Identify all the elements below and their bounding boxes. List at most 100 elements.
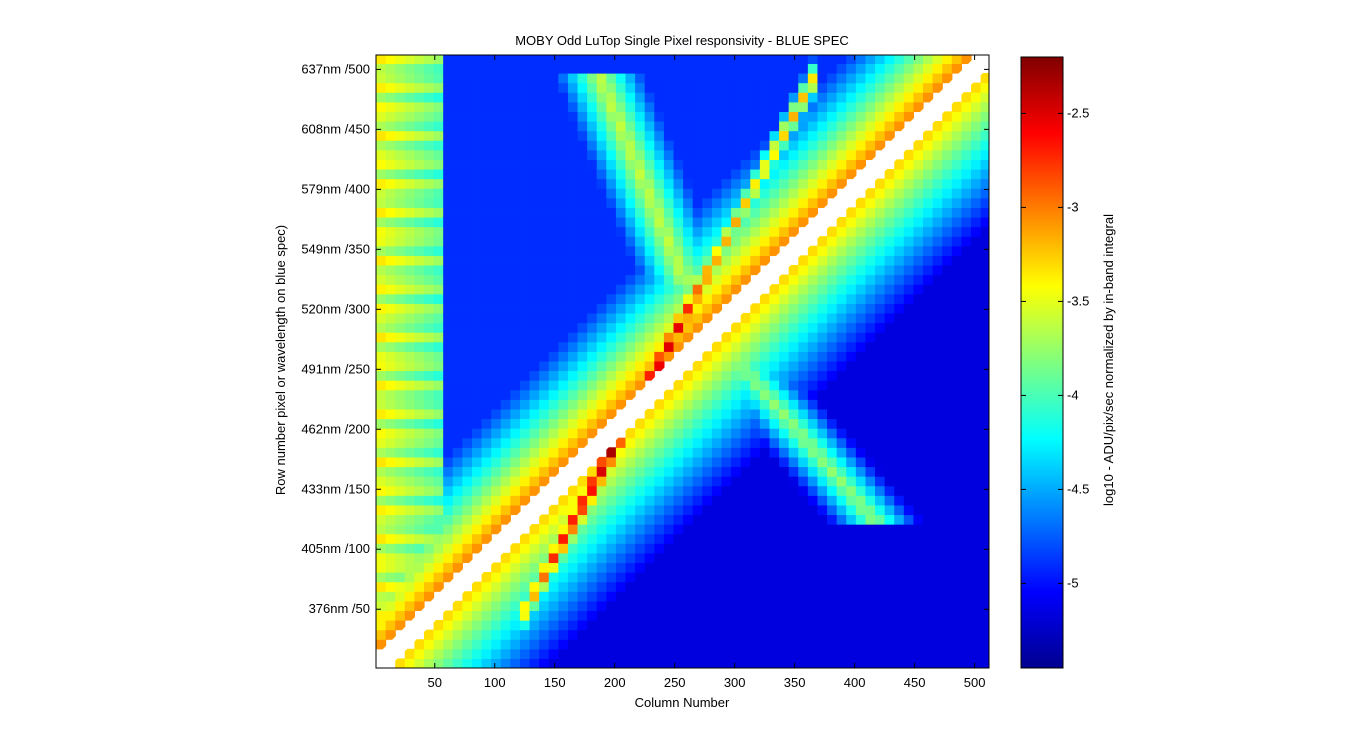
heatmap-cell bbox=[817, 264, 828, 276]
heatmap-cell bbox=[923, 408, 934, 420]
heatmap-cell bbox=[414, 562, 425, 573]
heatmap-cell bbox=[913, 197, 924, 208]
heatmap-cell bbox=[923, 524, 934, 535]
heatmap-cell bbox=[683, 380, 694, 391]
heatmap-cell bbox=[702, 370, 713, 381]
heatmap-cell bbox=[884, 274, 895, 285]
heatmap-cell bbox=[932, 293, 943, 304]
heatmap-cell bbox=[395, 533, 406, 544]
heatmap-cell bbox=[414, 456, 425, 468]
heatmap-cell bbox=[980, 418, 989, 429]
heatmap-cell bbox=[769, 648, 780, 660]
heatmap-cell bbox=[577, 245, 588, 256]
heatmap-cell bbox=[817, 581, 828, 592]
heatmap-cell bbox=[769, 111, 780, 122]
heatmap-cell bbox=[491, 341, 502, 352]
heatmap-cell bbox=[932, 437, 943, 448]
heatmap-cell bbox=[471, 226, 483, 237]
heatmap-cell bbox=[913, 140, 924, 151]
heatmap-cell bbox=[846, 341, 857, 352]
heatmap-cell bbox=[481, 188, 492, 199]
heatmap-cell bbox=[750, 92, 761, 103]
heatmap-cell bbox=[961, 322, 972, 333]
heatmap-cell bbox=[500, 274, 511, 285]
heatmap-cell bbox=[558, 63, 569, 74]
heatmap-cell bbox=[635, 533, 646, 544]
heatmap-cell bbox=[836, 236, 847, 247]
heatmap-cell bbox=[855, 312, 867, 324]
heatmap-cell bbox=[692, 504, 703, 516]
heatmap-cell bbox=[702, 274, 713, 285]
heatmap-cell bbox=[807, 620, 819, 631]
heatmap-cell bbox=[567, 648, 579, 660]
heatmap-cell bbox=[519, 255, 531, 266]
heatmap-cell bbox=[683, 178, 694, 189]
heatmap-cell bbox=[481, 380, 492, 391]
heatmap-cell bbox=[414, 533, 425, 544]
heatmap-cell bbox=[884, 600, 895, 612]
heatmap-cell bbox=[577, 533, 588, 544]
heatmap-cell bbox=[683, 514, 694, 525]
heatmap-cell bbox=[692, 437, 703, 448]
heatmap-cell bbox=[711, 111, 723, 122]
heatmap-cell bbox=[961, 207, 972, 218]
heatmap-cell bbox=[385, 389, 396, 400]
heatmap-cell bbox=[443, 495, 454, 506]
heatmap-cell bbox=[980, 341, 989, 352]
heatmap-cell bbox=[500, 408, 511, 420]
heatmap-cell bbox=[663, 216, 675, 228]
heatmap-cell bbox=[635, 159, 646, 170]
heatmap-cell bbox=[961, 572, 972, 583]
heatmap-cell bbox=[558, 255, 569, 266]
heatmap-cell bbox=[539, 149, 550, 160]
heatmap-cell bbox=[644, 72, 655, 84]
heatmap-cell bbox=[750, 648, 761, 660]
heatmap-cell bbox=[606, 274, 617, 285]
heatmap-cell bbox=[500, 456, 511, 468]
heatmap-cell bbox=[807, 101, 819, 112]
heatmap-cell bbox=[913, 658, 924, 668]
heatmap-cell bbox=[951, 245, 963, 256]
heatmap-cell bbox=[587, 495, 598, 506]
heatmap-cell bbox=[423, 351, 435, 362]
heatmap-cell bbox=[923, 55, 934, 64]
heatmap-cell bbox=[395, 168, 406, 180]
heatmap-cell bbox=[875, 658, 886, 668]
heatmap-cell bbox=[702, 312, 713, 324]
heatmap-cell bbox=[644, 149, 655, 160]
heatmap-cell bbox=[452, 466, 463, 477]
heatmap-cell bbox=[971, 648, 982, 660]
heatmap-cell bbox=[788, 101, 799, 112]
heatmap-cell bbox=[961, 293, 972, 304]
heatmap-cell bbox=[529, 533, 540, 544]
x-tick-label: 50 bbox=[428, 675, 442, 690]
heatmap-cell bbox=[385, 399, 396, 410]
heatmap-cell bbox=[625, 312, 636, 324]
heatmap-cell bbox=[376, 197, 387, 208]
heatmap-cell bbox=[663, 620, 675, 631]
heatmap-cell bbox=[846, 639, 857, 650]
heatmap-cell bbox=[932, 341, 943, 352]
heatmap-cell bbox=[539, 466, 550, 477]
heatmap-cell bbox=[798, 130, 809, 141]
heatmap-cell bbox=[855, 197, 867, 208]
heatmap-cell bbox=[817, 408, 828, 420]
heatmap-cell bbox=[596, 591, 607, 602]
heatmap-cell bbox=[548, 341, 559, 352]
heatmap-cell bbox=[395, 303, 406, 314]
heatmap-cell bbox=[529, 55, 540, 64]
heatmap-cell bbox=[951, 572, 963, 583]
heatmap-cell bbox=[539, 456, 550, 468]
heatmap-cell bbox=[913, 341, 924, 352]
heatmap-cell bbox=[721, 639, 732, 650]
heatmap-cell bbox=[673, 216, 684, 228]
heatmap-cell bbox=[577, 514, 588, 525]
heatmap-cell bbox=[740, 341, 751, 352]
heatmap-cell bbox=[817, 399, 828, 410]
heatmap-cell bbox=[491, 658, 502, 668]
heatmap-cell bbox=[683, 284, 694, 295]
heatmap-cell bbox=[644, 648, 655, 660]
heatmap-cell bbox=[951, 207, 963, 218]
heatmap-cell bbox=[769, 524, 780, 535]
heatmap-cell bbox=[980, 504, 989, 516]
